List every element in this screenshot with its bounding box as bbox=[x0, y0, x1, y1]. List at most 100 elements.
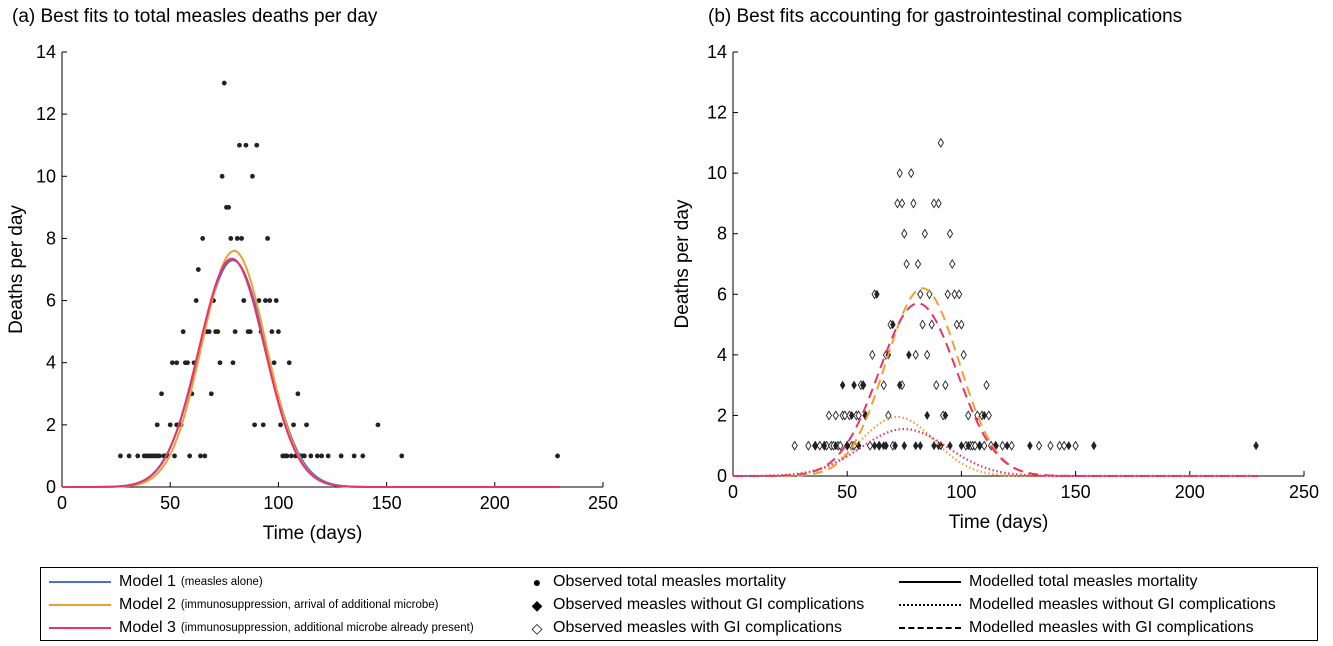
observed-total-point bbox=[295, 391, 301, 397]
observed-total-point bbox=[221, 80, 227, 86]
y-tick-label: 6 bbox=[46, 291, 56, 311]
panel-a-title: (a) Best fits to total measles deaths pe… bbox=[12, 6, 378, 27]
legend-sublabel: (measles alone) bbox=[180, 576, 263, 588]
observed-with-gi-point bbox=[791, 440, 798, 451]
x-tick-label: 0 bbox=[728, 482, 738, 502]
x-axis-label: Time (days) bbox=[263, 523, 363, 544]
observed-without-gi-point bbox=[874, 289, 880, 299]
observed-total-point bbox=[219, 173, 225, 179]
observed-with-gi-point bbox=[1008, 440, 1015, 451]
panel-b-title: (b) Best fits accounting for gastrointes… bbox=[708, 6, 1183, 27]
observed-with-gi-point bbox=[937, 137, 944, 148]
observed-without-gi-point bbox=[906, 350, 912, 360]
observed-with-gi-point bbox=[958, 319, 965, 330]
observed-with-gi-point bbox=[841, 410, 849, 421]
x-axis-label: Time (days) bbox=[949, 512, 1049, 533]
observed-total-point bbox=[288, 453, 294, 459]
observed-without-gi-point bbox=[883, 441, 889, 451]
legend-observed-without-gi: ◆ Observed measles without GI complicati… bbox=[529, 595, 865, 615]
observed-with-gi-point bbox=[926, 289, 933, 300]
observed-with-gi-point bbox=[971, 440, 979, 451]
observed-total-point bbox=[200, 236, 206, 241]
filled-circle-icon: ● bbox=[532, 574, 542, 590]
observed-without-gi-point bbox=[1091, 441, 1097, 451]
y-tick-label: 10 bbox=[36, 166, 56, 186]
observed-total-point bbox=[226, 204, 232, 210]
y-tick-label: 2 bbox=[46, 415, 56, 435]
observed-total-point bbox=[286, 360, 292, 366]
legend-label: Modelled total measles mortality bbox=[969, 573, 1198, 590]
legend: Model 1 (measles alone) Model 2 (immunos… bbox=[40, 567, 1318, 641]
observed-with-gi-point bbox=[921, 228, 928, 239]
y-tick-label: 4 bbox=[46, 353, 56, 373]
observed-without-gi-point bbox=[860, 380, 866, 390]
observed-without-gi-point bbox=[1004, 441, 1010, 451]
observed-with-gi-point bbox=[825, 410, 833, 421]
observed-without-gi-point bbox=[844, 441, 850, 451]
observed-without-gi-point bbox=[892, 441, 898, 451]
legend-model-1: Model 1 (measles alone) bbox=[49, 572, 263, 592]
x-tick-label: 200 bbox=[1175, 482, 1205, 502]
observed-total-point bbox=[126, 453, 132, 459]
observed-with-gi-point bbox=[850, 440, 858, 451]
observed-without-gi-point bbox=[1066, 441, 1072, 451]
x-tick-label: 0 bbox=[57, 493, 67, 513]
y-tick-label: 14 bbox=[707, 42, 727, 62]
observed-with-gi-point bbox=[832, 410, 839, 421]
legend-sublabel: (immunosuppression, additional microbe a… bbox=[180, 622, 474, 634]
observed-total-point bbox=[325, 453, 331, 459]
observed-total-point bbox=[250, 173, 255, 179]
legend-label: Observed measles with GI complications bbox=[553, 619, 842, 636]
observed-total-point bbox=[180, 329, 186, 335]
y-axis-label: Deaths per day bbox=[672, 199, 693, 328]
x-tick-label: 250 bbox=[588, 493, 618, 513]
observed-without-gi-point bbox=[931, 441, 937, 451]
observed-with-gi-point bbox=[960, 349, 967, 360]
observed-without-gi-point bbox=[917, 441, 924, 451]
observed-without-gi-point bbox=[901, 441, 908, 451]
observed-total-point bbox=[232, 329, 238, 335]
observed-total-point bbox=[172, 453, 177, 459]
observed-total-point bbox=[154, 422, 160, 428]
panel-a-plot: 0 50 100 150 200 250 0 2 4 6 8 10 12 14 Time (days) Dea… bbox=[6, 42, 618, 544]
observed-with-gi-point bbox=[981, 440, 988, 451]
observed-with-gi-point bbox=[1072, 440, 1079, 451]
observed-with-gi-point bbox=[946, 228, 954, 239]
observed-total-point bbox=[338, 453, 344, 459]
observed-with-gi-point bbox=[933, 380, 940, 391]
observed-total-point bbox=[198, 453, 203, 459]
observed-total-point bbox=[351, 453, 357, 459]
legend-label: Model 3 bbox=[119, 619, 176, 636]
model-curve-model-3 bbox=[62, 257, 560, 488]
observed-total-point bbox=[256, 298, 262, 303]
observed-total-point bbox=[159, 391, 164, 397]
observed-total-point bbox=[228, 236, 234, 241]
legend-modelled-total: Modelled total measles mortality bbox=[899, 572, 1198, 592]
observed-with-gi-point bbox=[955, 289, 963, 300]
observed-with-gi-point bbox=[901, 228, 908, 239]
model-curve-model-2-with-gi bbox=[733, 287, 1259, 477]
observed-total-point bbox=[252, 422, 257, 428]
observed-total-point bbox=[208, 391, 214, 397]
observed-with-gi-point bbox=[944, 289, 951, 300]
observed-with-gi-point bbox=[816, 440, 823, 451]
observed-with-gi-point bbox=[1047, 440, 1054, 451]
x-tick-label: 150 bbox=[372, 493, 402, 513]
observed-total-point bbox=[263, 298, 268, 303]
model-curve-model-2 bbox=[62, 249, 560, 488]
observed-total-point bbox=[304, 422, 309, 428]
legend-observed-total: ● Observed total measles mortality bbox=[529, 572, 786, 592]
y-tick-label: 14 bbox=[36, 42, 56, 62]
observed-with-gi-point bbox=[1035, 440, 1043, 451]
observed-with-gi-point bbox=[910, 198, 917, 209]
y-tick-label: 4 bbox=[717, 345, 727, 365]
observed-total-point bbox=[267, 298, 273, 303]
observed-without-gi-point bbox=[981, 410, 987, 421]
dotted-line-swatch bbox=[899, 604, 961, 606]
y-tick-label: 2 bbox=[717, 405, 727, 425]
observed-total-point bbox=[239, 236, 245, 241]
observed-with-gi-point bbox=[894, 198, 901, 209]
model-curve-model-3-without-gi bbox=[733, 427, 1259, 478]
observed-with-gi-point bbox=[869, 349, 876, 360]
